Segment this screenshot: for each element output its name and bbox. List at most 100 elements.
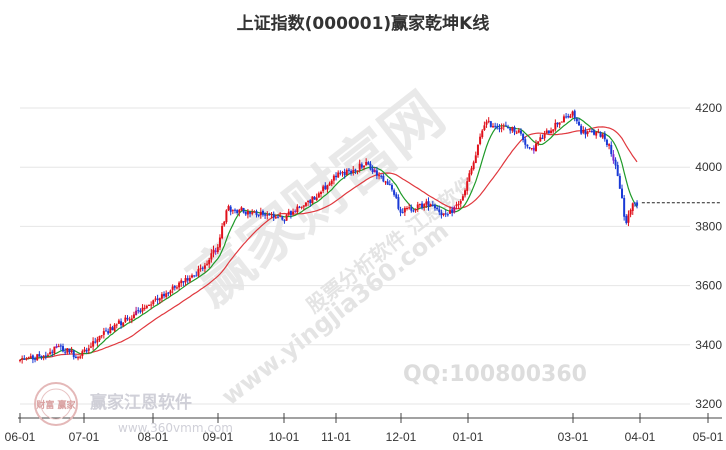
x-tick-label: 03-01 bbox=[558, 430, 589, 444]
candle bbox=[337, 170, 340, 178]
candle bbox=[120, 318, 123, 329]
candle bbox=[350, 169, 353, 176]
candle bbox=[186, 275, 189, 284]
candle bbox=[201, 266, 204, 272]
candle bbox=[343, 168, 346, 179]
candle bbox=[588, 128, 591, 133]
candle bbox=[412, 209, 415, 213]
candle bbox=[345, 168, 348, 176]
candle bbox=[476, 144, 479, 158]
candle bbox=[195, 271, 198, 277]
candle bbox=[191, 273, 193, 279]
candle bbox=[352, 166, 355, 176]
candle bbox=[470, 165, 473, 176]
candle bbox=[492, 123, 494, 129]
candle bbox=[511, 126, 514, 133]
candle bbox=[49, 348, 52, 355]
candle bbox=[513, 125, 516, 136]
candle bbox=[236, 209, 239, 215]
candle bbox=[507, 124, 510, 129]
candle bbox=[55, 343, 58, 349]
candle bbox=[105, 327, 107, 332]
candle bbox=[251, 209, 254, 216]
candle bbox=[178, 281, 181, 291]
candle bbox=[277, 214, 279, 219]
grid-layer bbox=[20, 107, 690, 405]
candle bbox=[70, 346, 73, 354]
candle bbox=[502, 123, 505, 131]
watermark-qq: QQ:100800360 bbox=[403, 362, 587, 387]
candle bbox=[139, 308, 142, 314]
candle bbox=[590, 128, 593, 133]
x-tick-label: 12-01 bbox=[386, 430, 417, 444]
candle bbox=[380, 174, 383, 179]
x-tick-label: 11-01 bbox=[321, 430, 351, 444]
candle bbox=[335, 172, 338, 181]
candle bbox=[68, 348, 71, 355]
candle bbox=[552, 129, 555, 134]
candle bbox=[567, 113, 570, 119]
candle bbox=[193, 275, 196, 278]
candle bbox=[464, 188, 467, 198]
candle bbox=[264, 212, 267, 219]
candle bbox=[221, 223, 224, 240]
candle bbox=[169, 289, 172, 296]
candle bbox=[322, 184, 325, 194]
candle bbox=[354, 168, 357, 175]
candle bbox=[307, 200, 310, 206]
candle bbox=[302, 205, 305, 211]
candle bbox=[98, 335, 101, 342]
candle bbox=[132, 311, 135, 319]
candle bbox=[126, 315, 129, 321]
candle bbox=[173, 284, 176, 291]
candle bbox=[216, 244, 219, 254]
candle bbox=[182, 281, 185, 287]
candle bbox=[524, 136, 527, 149]
candle bbox=[528, 146, 531, 150]
candle bbox=[562, 114, 565, 123]
candle bbox=[40, 355, 43, 360]
candle bbox=[485, 119, 488, 128]
candle bbox=[539, 134, 542, 142]
candle bbox=[244, 211, 247, 216]
candle bbox=[444, 209, 447, 218]
brand-site: www.360vmm.com bbox=[118, 421, 233, 435]
candle bbox=[300, 206, 303, 210]
candle bbox=[311, 196, 314, 205]
candle bbox=[36, 353, 39, 361]
candle bbox=[87, 344, 90, 355]
candle bbox=[466, 177, 469, 195]
candle bbox=[44, 351, 47, 360]
candle bbox=[601, 132, 604, 139]
candle bbox=[545, 128, 548, 134]
candle bbox=[631, 202, 634, 215]
candle bbox=[148, 304, 150, 306]
candle bbox=[565, 113, 568, 119]
candle bbox=[489, 120, 492, 128]
candle bbox=[115, 323, 118, 329]
candle bbox=[522, 132, 525, 143]
candle bbox=[156, 294, 159, 305]
x-tick-label: 04-01 bbox=[625, 430, 656, 444]
candle bbox=[175, 285, 178, 290]
brand-seal-icon bbox=[34, 382, 78, 426]
candle bbox=[304, 201, 307, 207]
candle bbox=[23, 355, 26, 360]
candle bbox=[64, 348, 67, 356]
candle bbox=[113, 323, 116, 333]
candle bbox=[519, 128, 522, 136]
candle bbox=[433, 203, 436, 211]
candle bbox=[281, 215, 284, 221]
ma-long-line bbox=[19, 126, 638, 361]
candles-layer bbox=[19, 109, 720, 364]
candle bbox=[238, 208, 241, 217]
candle bbox=[72, 349, 75, 360]
candle bbox=[629, 208, 632, 218]
candle bbox=[268, 212, 271, 216]
candle bbox=[625, 214, 628, 225]
candle bbox=[296, 204, 299, 215]
candle bbox=[479, 133, 482, 146]
candle bbox=[212, 245, 215, 258]
candle bbox=[530, 148, 533, 151]
candle bbox=[259, 207, 262, 219]
